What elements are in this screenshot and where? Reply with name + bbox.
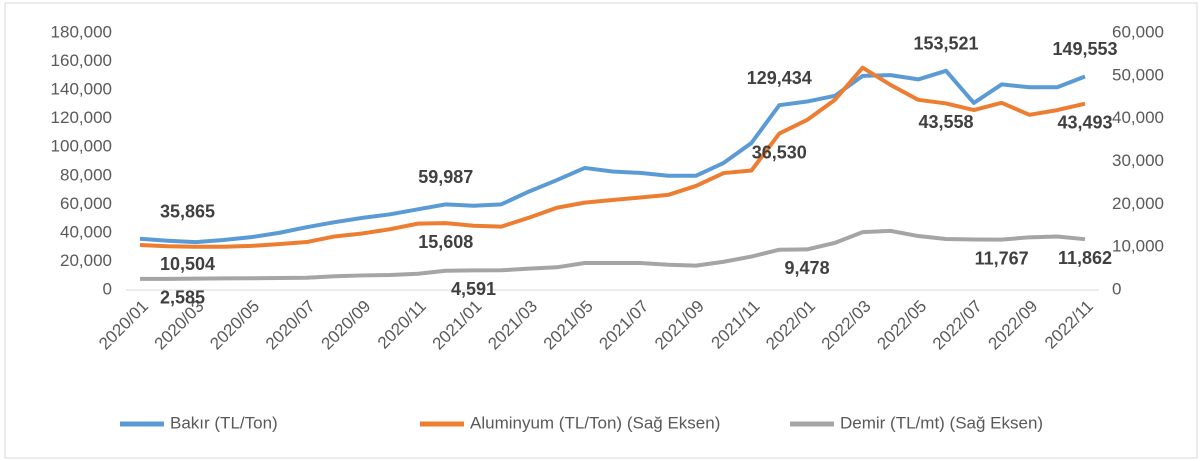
- y-tick-label: 100,000: [51, 137, 112, 156]
- data-label: 129,434: [747, 68, 812, 88]
- chart-frame: [4, 2, 1198, 459]
- data-label: 11,767: [975, 248, 1029, 268]
- y2-tick-label: 20,000: [1112, 194, 1164, 213]
- y2-tick-label: 60,000: [1112, 22, 1164, 41]
- y-tick-label: 80,000: [60, 165, 112, 184]
- data-label: 15,608: [418, 232, 473, 252]
- data-label: 9,478: [785, 258, 830, 278]
- y-tick-label: 140,000: [51, 80, 112, 99]
- data-label: 59,987: [418, 167, 473, 187]
- y-tick-label: 180,000: [51, 22, 112, 41]
- series-line: [139, 228, 1086, 281]
- y-tick-label: 40,000: [60, 222, 112, 241]
- y-tick-label: 160,000: [51, 51, 112, 70]
- y-tick-label: 120,000: [51, 108, 112, 127]
- y-tick-label: 60,000: [60, 194, 112, 213]
- y-tick-label: 0: [103, 279, 112, 298]
- legend-label: Bakır (TL/Ton): [170, 413, 278, 432]
- data-label: 4,591: [451, 279, 496, 299]
- y2-tick-label: 40,000: [1112, 108, 1164, 127]
- series-line: [139, 68, 1086, 245]
- data-label: 2,585: [160, 288, 205, 308]
- data-label: 36,530: [752, 142, 807, 162]
- y-tick-label: 20,000: [60, 251, 112, 270]
- data-label: 11,862: [1058, 248, 1112, 268]
- y2-tick-label: 30,000: [1112, 151, 1164, 170]
- data-label: 10,504: [160, 254, 215, 274]
- legend-label: Demir (TL/mt) (Sağ Eksen): [840, 413, 1043, 432]
- y2-tick-label: 50,000: [1112, 65, 1164, 84]
- y2-tick-label: 10,000: [1112, 237, 1164, 256]
- y2-tick-label: 0: [1112, 279, 1121, 298]
- data-label: 149,553: [1052, 39, 1117, 59]
- data-label: 153,521: [913, 34, 978, 54]
- data-label: 35,865: [160, 202, 215, 222]
- data-label: 43,558: [918, 112, 973, 132]
- legend-label: Aluminyum (TL/Ton) (Sağ Eksen): [470, 413, 720, 432]
- data-label: 43,493: [1057, 112, 1112, 132]
- series-line: [139, 65, 1086, 249]
